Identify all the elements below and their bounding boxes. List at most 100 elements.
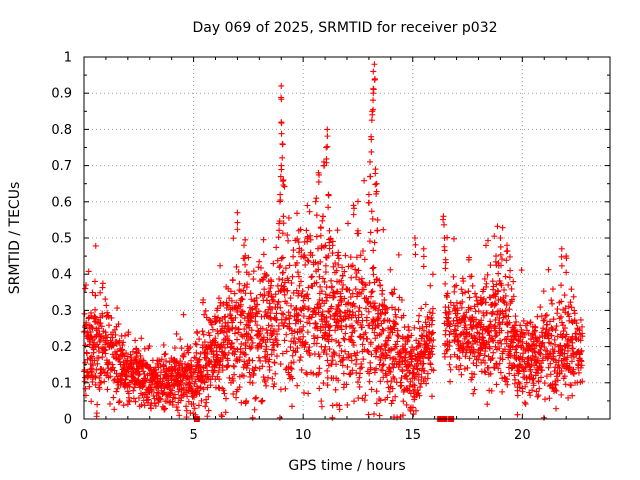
data-point: [206, 316, 213, 323]
data-point: [267, 310, 274, 317]
data-point: [274, 341, 281, 348]
data-point: [204, 367, 211, 374]
data-point: [247, 379, 254, 386]
data-point: [264, 330, 271, 337]
data-point: [273, 244, 280, 251]
data-point: [168, 387, 175, 394]
data-point: [115, 321, 122, 328]
data-point: [231, 290, 238, 297]
data-point: [104, 334, 111, 341]
data-point: [276, 414, 283, 421]
data-point: [118, 377, 125, 384]
data-point: [206, 332, 213, 339]
data-point: [217, 299, 224, 306]
data-point: [277, 304, 284, 311]
data-point: [271, 381, 278, 388]
data-point: [259, 397, 266, 404]
data-point: [141, 371, 148, 378]
data-point: [151, 400, 158, 407]
data-point: [249, 357, 256, 364]
data-point: [88, 398, 95, 405]
data-point: [220, 300, 227, 307]
data-point: [202, 403, 209, 410]
data-point: [247, 373, 254, 380]
data-point: [201, 339, 208, 346]
data-point: [231, 351, 238, 358]
data-point: [143, 361, 150, 368]
data-point: [203, 355, 210, 362]
data-point: [263, 343, 270, 350]
data-point: [260, 374, 267, 381]
data-point: [130, 387, 137, 394]
data-point: [208, 321, 215, 328]
data-point: [234, 336, 241, 343]
data-point: [173, 330, 180, 337]
data-point: [236, 354, 243, 361]
data-point: [250, 276, 257, 283]
data-point: [225, 362, 232, 369]
data-point: [200, 372, 207, 379]
data-point: [249, 339, 256, 346]
data-point: [263, 272, 270, 279]
data-point: [274, 257, 281, 264]
data-point: [173, 404, 180, 411]
data-point: [119, 342, 126, 349]
data-point: [255, 354, 262, 361]
data-point: [224, 363, 231, 370]
y-tick-label: 0.6: [51, 195, 72, 210]
data-point: [229, 276, 236, 283]
data-point: [247, 345, 254, 352]
data-point: [104, 386, 111, 393]
data-point: [130, 374, 137, 381]
data-point: [249, 414, 256, 421]
data-point: [135, 366, 142, 373]
data-point: [259, 363, 266, 370]
data-point: [200, 386, 207, 393]
data-point: [271, 360, 278, 367]
data-point: [95, 325, 102, 332]
data-point: [266, 366, 273, 373]
data-point: [209, 326, 216, 333]
data-point: [156, 395, 163, 402]
data-point: [166, 399, 173, 406]
data-point: [160, 341, 167, 348]
data-point: [123, 350, 130, 357]
data-point: [217, 342, 224, 349]
data-point: [89, 289, 96, 296]
data-point: [104, 312, 111, 319]
data-point: [163, 358, 170, 365]
data-point: [268, 305, 275, 312]
data-point: [178, 345, 185, 352]
data-point: [234, 346, 241, 353]
data-point: [264, 351, 271, 358]
data-point: [201, 379, 208, 386]
data-point: [187, 344, 194, 351]
data-point: [236, 280, 243, 287]
data-point: [89, 336, 96, 343]
data-point: [99, 280, 106, 287]
data-point: [141, 345, 148, 352]
data-point: [191, 405, 198, 412]
data-point: [89, 369, 96, 376]
data-point: [157, 369, 164, 376]
data-point: [83, 350, 90, 357]
x-tick-label: 5: [189, 428, 197, 443]
data-point: [199, 342, 206, 349]
data-point: [89, 325, 96, 332]
y-tick-label: 0.8: [51, 123, 72, 138]
data-point: [227, 344, 234, 351]
data-point: [148, 381, 155, 388]
data-point: [217, 262, 224, 269]
data-point: [240, 310, 247, 317]
data-point: [93, 366, 100, 373]
data-point: [190, 392, 197, 399]
data-point: [241, 358, 248, 365]
data-point: [248, 327, 255, 334]
data-point: [259, 325, 266, 332]
data-point: [140, 357, 147, 364]
data-point: [204, 384, 211, 391]
data-point: [196, 390, 203, 397]
data-point: [129, 348, 136, 355]
data-point: [161, 406, 168, 413]
